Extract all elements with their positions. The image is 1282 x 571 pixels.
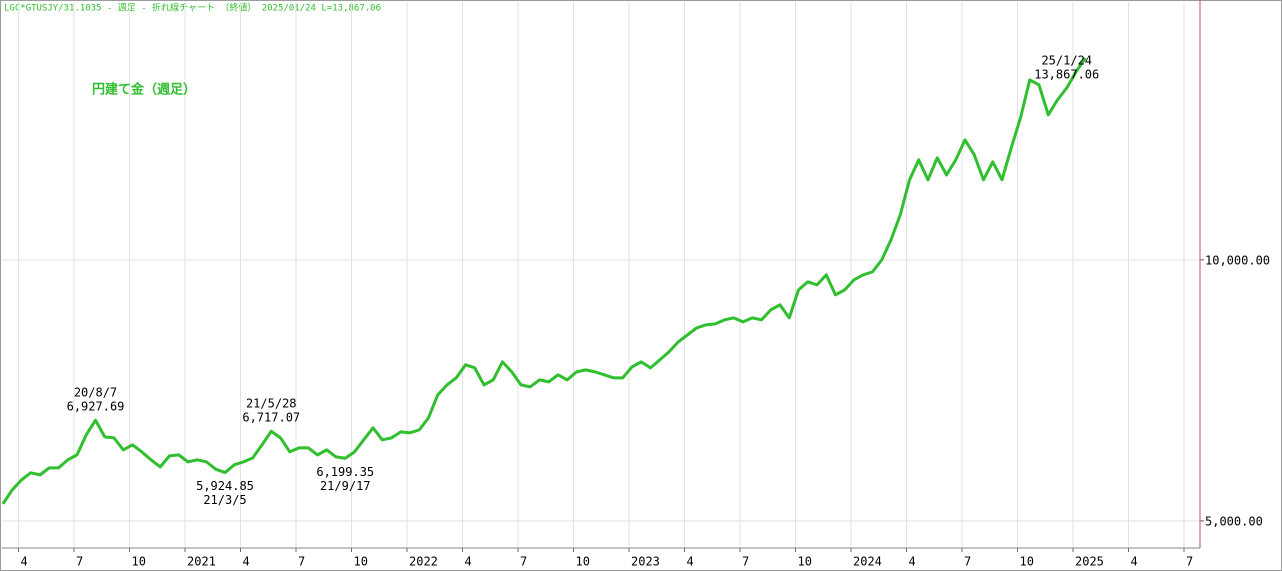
x-tick-label: 10 bbox=[354, 555, 368, 569]
x-tick-label: 7 bbox=[298, 555, 305, 569]
x-tick-label: 7 bbox=[742, 555, 749, 569]
series-line bbox=[1, 57, 1087, 505]
x-tick-label: 4 bbox=[465, 555, 472, 569]
y-tick-label: 5,000.00 bbox=[1205, 514, 1263, 528]
value-label: 6,717.07 bbox=[242, 411, 300, 425]
y-tick-label: 10,000.00 bbox=[1205, 253, 1270, 267]
x-tick-label: 10 bbox=[1020, 555, 1034, 569]
x-tick-label: 2023 bbox=[631, 555, 660, 569]
x-tick-label: 2024 bbox=[853, 555, 882, 569]
x-tick-label: 7 bbox=[1186, 555, 1193, 569]
date-label: 21/3/5 bbox=[203, 493, 246, 507]
x-tick-label: 7 bbox=[520, 555, 527, 569]
x-tick-label: 4 bbox=[1131, 555, 1138, 569]
x-tick-label: 4 bbox=[243, 555, 250, 569]
chart-title: LGC*GTUSJY/31.1035 - 週足 - 折れ線チャート （終値） 2… bbox=[4, 2, 381, 14]
value-label: 13,867.06 bbox=[1034, 67, 1099, 81]
x-tick-label: 10 bbox=[576, 555, 590, 569]
date-label: 21/5/28 bbox=[246, 397, 297, 411]
x-tick-label: 2022 bbox=[409, 555, 438, 569]
date-label: 25/1/24 bbox=[1041, 53, 1092, 67]
x-tick-label: 4 bbox=[909, 555, 916, 569]
value-label: 6,199.35 bbox=[316, 465, 374, 479]
legend-label: 円建て金（週足） bbox=[92, 82, 196, 98]
x-tick-label: 2021 bbox=[187, 555, 216, 569]
x-tick-label: 7 bbox=[76, 555, 83, 569]
x-tick-label: 2025 bbox=[1075, 555, 1104, 569]
date-label: 21/9/17 bbox=[320, 479, 371, 493]
x-tick-label: 10 bbox=[132, 555, 146, 569]
value-label: 5,924.85 bbox=[196, 479, 254, 493]
x-tick-label: 4 bbox=[687, 555, 694, 569]
value-label: 6,927.69 bbox=[67, 400, 125, 414]
date-label: 20/8/7 bbox=[74, 386, 117, 400]
x-tick-label: 4 bbox=[21, 555, 28, 569]
x-tick-label: 10 bbox=[798, 555, 812, 569]
x-tick-label: 7 bbox=[964, 555, 971, 569]
